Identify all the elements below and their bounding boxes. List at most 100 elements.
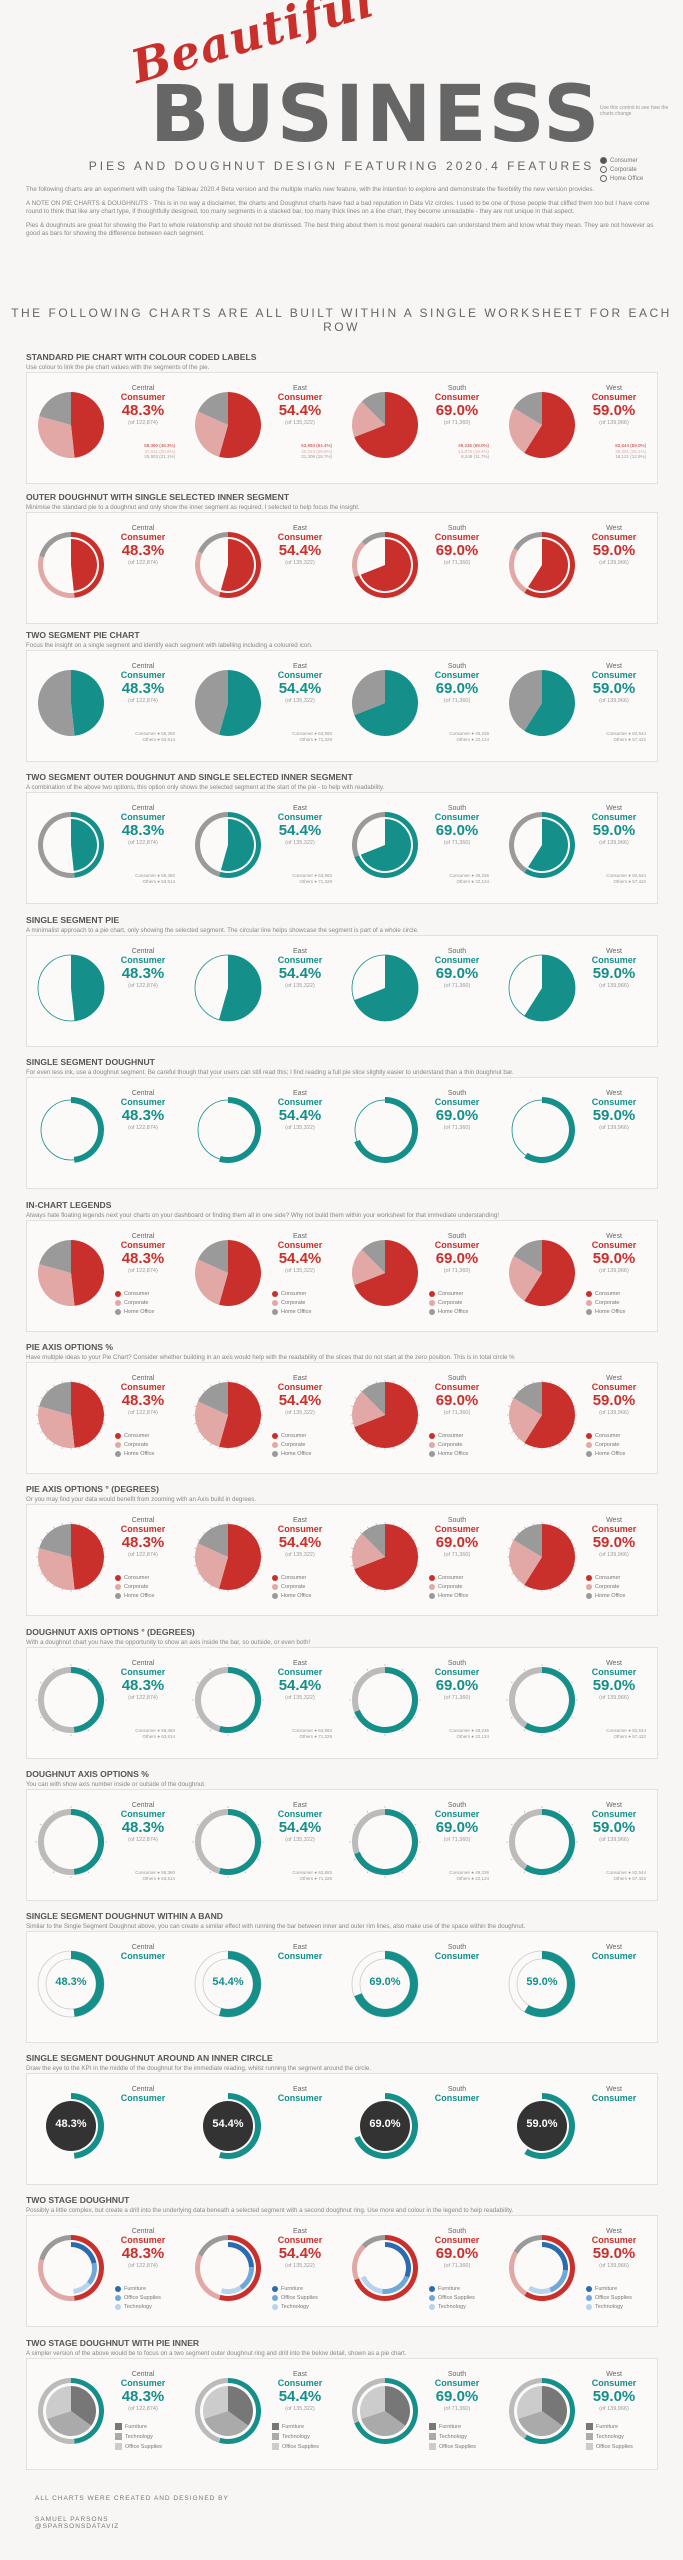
pie-chart xyxy=(197,1097,261,1163)
region-label: South Consumer 69.0% (of 71,360) xyxy=(423,2371,491,2412)
axis-tick xyxy=(46,1438,48,1440)
pie-chart xyxy=(507,1522,577,1592)
segment-name: Consumer xyxy=(277,1382,323,1392)
legend-label: Consumer xyxy=(124,1575,150,1581)
section-title: DOUGHNUT AXIS OPTIONS ° (DEGREES) xyxy=(26,1627,195,1637)
segment-name: Consumer xyxy=(277,1951,323,1961)
consumer-slice xyxy=(218,955,261,1021)
axis-tick xyxy=(517,1580,519,1582)
radio-icon[interactable] xyxy=(600,175,607,182)
axis-tick xyxy=(565,1580,567,1582)
consumer-arc xyxy=(218,1097,261,1163)
value-label: Others ● 22,124 xyxy=(456,878,490,884)
inner-office-supplies xyxy=(239,2267,254,2290)
axis-tick xyxy=(87,1526,89,1529)
in-chart-legend: Consumer Corporate Home Office xyxy=(272,1433,311,1460)
pie-chart xyxy=(509,670,575,736)
pie-chart xyxy=(37,954,105,1022)
radio-selected-icon[interactable] xyxy=(600,157,607,164)
legend-item: Corporate xyxy=(429,1442,468,1448)
legend-dot-icon xyxy=(429,1575,435,1581)
region-name: Central xyxy=(131,2086,155,2093)
legend-square-icon xyxy=(429,2443,436,2450)
outer-others xyxy=(38,812,75,878)
segment-name: Consumer xyxy=(277,812,323,822)
in-chart-legend: Furniture Technology Office Supplies xyxy=(586,2423,633,2453)
selector-option-consumer[interactable]: Consumer xyxy=(600,157,675,164)
inner-circle xyxy=(360,2101,410,2151)
selector-option-corporate[interactable]: Corporate xyxy=(600,166,675,173)
axis-tick xyxy=(194,1565,197,1567)
legend-item: Technology xyxy=(429,2433,476,2440)
corporate-slice xyxy=(195,411,228,457)
legend-dot-icon xyxy=(272,1291,278,1297)
axis-tick xyxy=(203,1438,205,1440)
pie-chart xyxy=(352,1240,418,1306)
region-chart-east: East Consumer 54.4% (of 135,322) Consumer ● … xyxy=(184,651,341,761)
total-value: (of 71,360) xyxy=(443,983,471,989)
region-label: East Consumer 54.4% (of 135,322) xyxy=(266,1517,334,1558)
home-office-slice xyxy=(513,392,542,425)
section-title: TWO SEGMENT PIE CHART xyxy=(26,630,140,640)
axis-tick xyxy=(244,1526,246,1529)
percentage-value: 69.0% xyxy=(435,822,479,839)
segment-name: Consumer xyxy=(277,392,323,402)
axis-tick xyxy=(558,1810,561,1813)
outer-consumer xyxy=(524,2235,575,2301)
region-name: West xyxy=(606,663,622,670)
inner-technology xyxy=(73,2281,91,2294)
region-name: South xyxy=(447,948,467,955)
axis-tick xyxy=(210,1384,212,1387)
consumer-slice xyxy=(354,1382,418,1448)
legend-label: Home Office xyxy=(124,1451,155,1457)
legend-label: Office Supplies xyxy=(282,2443,319,2450)
axis-tick xyxy=(360,1580,362,1582)
value-label: 63,993 (54.4%) xyxy=(301,443,332,448)
axis-tick xyxy=(367,1443,369,1446)
consumer-slice xyxy=(354,1524,418,1590)
corporate-slice xyxy=(352,1249,385,1286)
legend-item: Consumer xyxy=(429,1433,468,1439)
legend-dot-icon xyxy=(115,1442,121,1448)
region-chart-south: South Consumer 69.0% (of 71,360) Consumer Cor… xyxy=(341,1221,498,1331)
axis-tick xyxy=(508,1405,511,1407)
axis-tick xyxy=(565,1532,567,1534)
legend-dot-icon xyxy=(586,1442,592,1448)
percentage-value: 69.0% xyxy=(435,2388,479,2405)
region-label: South Consumer 69.0% (of 71,360) xyxy=(423,805,491,846)
axis-tick xyxy=(100,1681,103,1684)
axis-tick xyxy=(218,1446,220,1449)
corporate-slice xyxy=(38,1548,75,1590)
percentage-value: 48.3% xyxy=(121,822,165,839)
inner-office-supplies xyxy=(46,2386,71,2419)
percentage-value: 54.4% xyxy=(278,1107,322,1124)
region-chart-west: West Consumer 59.0% (of 139,966) 82,544 (59.… xyxy=(498,373,655,483)
inner-furniture xyxy=(228,2242,254,2268)
chart-panel: Central Consumer 48.3% (of 122,874) Consumer… xyxy=(26,792,658,904)
radio-icon[interactable] xyxy=(600,166,607,173)
region-label: West Consumer 59.0% (of 139,966) xyxy=(580,1802,648,1843)
axis-tick xyxy=(510,1858,513,1861)
region-chart-central: Central Consumer 48.3% (of 122,874) Consumer… xyxy=(27,1363,184,1473)
legend-dot-icon xyxy=(586,1433,592,1439)
region-chart-central: Central Consumer 48.3% (of 122,874) xyxy=(27,936,184,1046)
selector-option-home-office[interactable]: Home Office xyxy=(600,175,675,182)
chart-panel: Central Consumer 48.3% (of 122,874) Consumer… xyxy=(26,1362,658,1474)
axis-tick xyxy=(517,1390,519,1392)
segment-name: Consumer xyxy=(591,1382,637,1392)
axis-tick xyxy=(39,1716,42,1719)
axis-tick xyxy=(236,1523,238,1526)
outer-home-office xyxy=(513,2235,542,2254)
legend-label: Corporate xyxy=(595,1300,620,1306)
total-value: (of 135,322) xyxy=(285,1695,315,1701)
segment-selector[interactable]: Use this control to see how the charts c… xyxy=(600,105,675,184)
segment-name: Consumer xyxy=(120,670,166,680)
legend-square-icon xyxy=(115,2433,122,2440)
section-title: TWO STAGE DOUGHNUT xyxy=(26,2195,130,2205)
axis-tick xyxy=(353,1858,356,1861)
outer-others xyxy=(194,812,228,877)
region-label: East Consumer 54.4% (of 135,322) xyxy=(266,1802,334,1843)
pie-chart xyxy=(352,670,418,736)
chart-panel: Central Consumer 48.3% (of 122,874) East Cons… xyxy=(26,512,658,624)
axis-tick xyxy=(37,1565,40,1567)
